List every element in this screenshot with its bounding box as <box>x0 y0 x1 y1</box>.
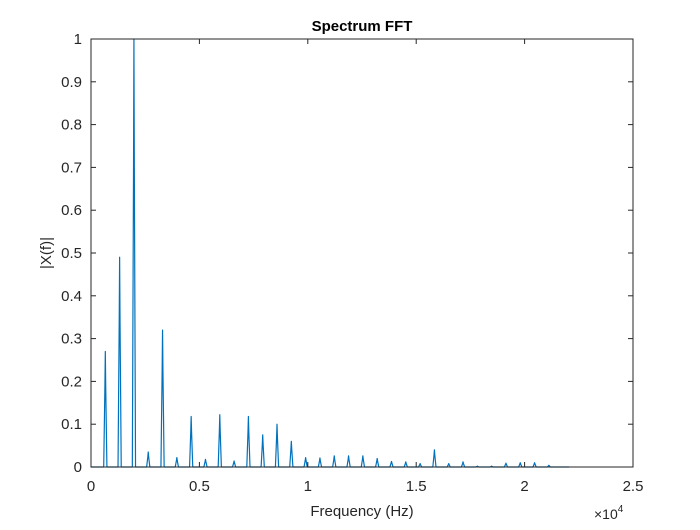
y-tick-label: 0.7 <box>61 159 82 176</box>
x-tick-label: 1.5 <box>406 478 427 495</box>
x-exponent-power: 4 <box>618 504 624 515</box>
x-tick-label: 2.5 <box>623 478 644 495</box>
x-axis-exponent: ×104 <box>594 504 624 522</box>
chart-title: Spectrum FFT <box>312 18 413 35</box>
plot-area: 0 0.5 1 1.5 2 2.5 0 0.1 0.2 0.3 0.4 0.5 0.6 0.7 0.8 0.… <box>61 31 643 495</box>
x-tick-label: 0.5 <box>189 478 210 495</box>
y-tick-label: 1 <box>74 31 82 48</box>
x-axis-label: Frequency (Hz) <box>310 503 413 520</box>
y-tick-label: 0.6 <box>61 202 82 219</box>
y-ticks: 0 0.1 0.2 0.3 0.4 0.5 0.6 0.7 0.8 0.9 1 <box>61 31 633 476</box>
x-tick-label: 0 <box>87 478 95 495</box>
x-ticks: 0 0.5 1 1.5 2 2.5 <box>87 39 644 495</box>
axes-background <box>91 39 633 467</box>
x-tick-label: 2 <box>520 478 528 495</box>
y-tick-label: 0.2 <box>61 373 82 390</box>
y-tick-label: 0.4 <box>61 288 82 305</box>
y-axis-label: |X(f)| <box>38 237 55 269</box>
y-tick-label: 0.9 <box>61 74 82 91</box>
y-tick-label: 0.8 <box>61 117 82 134</box>
y-tick-label: 0 <box>74 459 82 476</box>
y-tick-label: 0.1 <box>61 416 82 433</box>
x-exponent-base: ×10 <box>594 506 618 522</box>
y-tick-label: 0.5 <box>61 245 82 262</box>
y-tick-label: 0.3 <box>61 331 82 348</box>
x-tick-label: 1 <box>304 478 312 495</box>
